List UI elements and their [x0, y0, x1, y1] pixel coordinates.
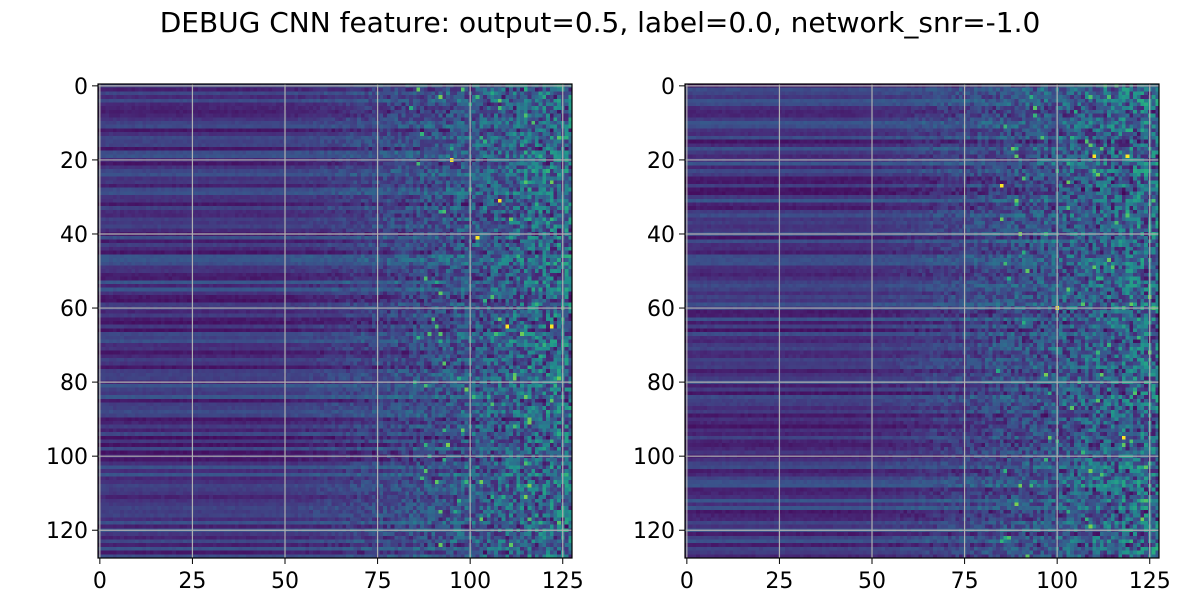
x-tick-label: 125 [542, 569, 584, 594]
x-tick-label: 0 [93, 569, 107, 594]
x-tick-label: 100 [449, 569, 491, 594]
y-tick-label: 80 [647, 371, 675, 396]
axes-frame [684, 83, 1160, 559]
y-tick-label: 0 [74, 75, 88, 100]
y-tick-label: 60 [647, 297, 675, 322]
y-tick-label: 120 [46, 519, 88, 544]
heatmap-cells [685, 84, 1159, 558]
y-tick-label: 20 [60, 149, 88, 174]
x-tick-label: 25 [765, 569, 793, 594]
x-tick-label: 50 [271, 569, 299, 594]
axes-frame [97, 83, 573, 559]
y-tick-label: 20 [647, 149, 675, 174]
y-tick-label: 60 [60, 297, 88, 322]
heatmap-cells [98, 84, 572, 558]
x-tick-label: 125 [1129, 569, 1171, 594]
x-tick-label: 25 [178, 569, 206, 594]
x-tick-label: 75 [364, 569, 392, 594]
x-tick-label: 75 [951, 569, 979, 594]
y-tick-label: 100 [46, 445, 88, 470]
heatmap-panel-left: 0 25 50 75 100 125 0 20 40 60 80 100 120 [46, 75, 584, 594]
y-tick-label: 80 [60, 371, 88, 396]
x-tick-label: 50 [858, 569, 886, 594]
y-tick-label: 120 [633, 519, 675, 544]
x-tick-label: 100 [1036, 569, 1078, 594]
x-tick-label: 0 [680, 569, 694, 594]
y-tick-label: 40 [647, 223, 675, 248]
heatmap-panel-right: 0 25 50 75 100 125 0 20 40 60 80 100 120 [633, 75, 1171, 594]
figure-title: DEBUG CNN feature: output=0.5, label=0.0… [159, 6, 1041, 39]
y-tick-label: 100 [633, 445, 675, 470]
y-tick-label: 40 [60, 223, 88, 248]
y-tick-label: 0 [661, 75, 675, 100]
